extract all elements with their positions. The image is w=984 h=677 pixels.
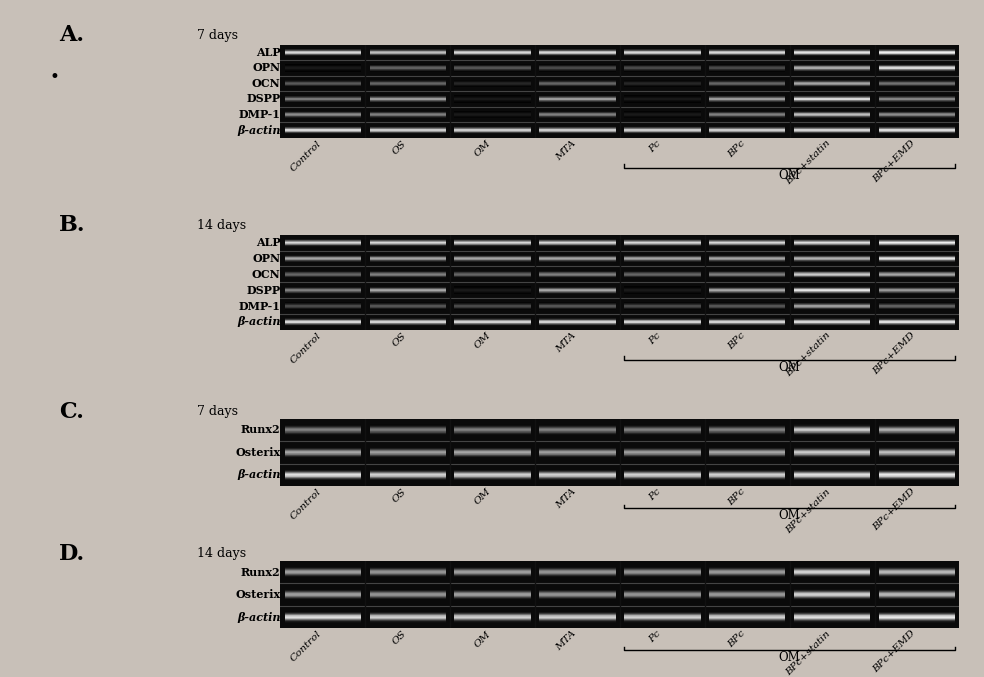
Text: BPc+EMD: BPc+EMD <box>871 487 917 533</box>
Text: 14 days: 14 days <box>197 219 246 232</box>
Text: BPc+statin: BPc+statin <box>784 139 832 187</box>
Text: β-actin: β-actin <box>237 469 280 481</box>
Text: BPc+EMD: BPc+EMD <box>871 139 917 185</box>
Text: D.: D. <box>59 543 86 565</box>
Text: BPc: BPc <box>726 629 747 650</box>
Text: BPc+statin: BPc+statin <box>784 629 832 677</box>
Text: MTA: MTA <box>554 331 578 355</box>
Text: BPc: BPc <box>726 331 747 351</box>
Text: BPc+EMD: BPc+EMD <box>871 331 917 376</box>
Text: Control: Control <box>288 331 323 365</box>
Text: Pc: Pc <box>646 331 662 346</box>
Text: Pc: Pc <box>646 139 662 154</box>
Text: OCN: OCN <box>252 78 280 89</box>
Text: OPN: OPN <box>252 62 280 73</box>
Text: 7 days: 7 days <box>197 406 238 418</box>
Text: BPc: BPc <box>726 487 747 508</box>
Text: OM: OM <box>778 651 801 664</box>
Text: MTA: MTA <box>554 139 578 162</box>
Text: OS: OS <box>391 331 407 348</box>
Text: DSPP: DSPP <box>246 93 280 104</box>
Text: OM: OM <box>472 487 493 507</box>
Text: OM: OM <box>778 508 801 522</box>
Text: ALP: ALP <box>256 47 280 58</box>
Text: Osterix: Osterix <box>235 447 280 458</box>
Text: OM: OM <box>472 139 493 158</box>
Text: Control: Control <box>288 487 323 521</box>
Text: Runx2: Runx2 <box>241 567 280 577</box>
Text: B.: B. <box>59 215 86 236</box>
Text: OS: OS <box>391 629 407 647</box>
Text: A.: A. <box>59 24 84 46</box>
Text: Pc: Pc <box>646 629 662 645</box>
Text: DMP-1: DMP-1 <box>238 109 280 120</box>
Text: OM: OM <box>472 331 493 351</box>
Text: OS: OS <box>391 139 407 156</box>
Text: BPc: BPc <box>726 139 747 160</box>
Text: OPN: OPN <box>252 253 280 264</box>
Text: DSPP: DSPP <box>246 285 280 296</box>
Text: •: • <box>49 68 59 86</box>
Text: C.: C. <box>59 401 84 423</box>
Text: 14 days: 14 days <box>197 548 246 561</box>
Text: Control: Control <box>288 139 323 173</box>
Text: Osterix: Osterix <box>235 589 280 600</box>
Text: OS: OS <box>391 487 407 504</box>
Text: Pc: Pc <box>646 487 662 502</box>
Text: OM: OM <box>472 629 493 649</box>
Text: Control: Control <box>288 629 323 663</box>
Text: β-actin: β-actin <box>237 316 280 328</box>
Text: BPc+statin: BPc+statin <box>784 487 832 535</box>
Text: Runx2: Runx2 <box>241 424 280 435</box>
Text: ALP: ALP <box>256 237 280 248</box>
Text: β-actin: β-actin <box>237 611 280 623</box>
Text: BPc+EMD: BPc+EMD <box>871 629 917 675</box>
Text: MTA: MTA <box>554 629 578 653</box>
Text: OM: OM <box>778 362 801 374</box>
Text: DMP-1: DMP-1 <box>238 301 280 311</box>
Text: BPc+statin: BPc+statin <box>784 331 832 379</box>
Text: 7 days: 7 days <box>197 29 238 42</box>
Text: β-actin: β-actin <box>237 125 280 135</box>
Text: OCN: OCN <box>252 269 280 280</box>
Text: OM: OM <box>778 169 801 181</box>
Text: MTA: MTA <box>554 487 578 510</box>
